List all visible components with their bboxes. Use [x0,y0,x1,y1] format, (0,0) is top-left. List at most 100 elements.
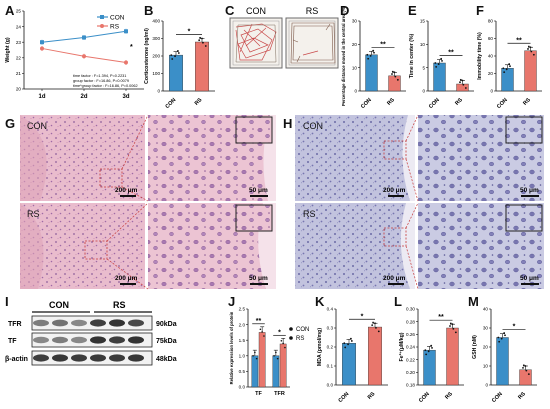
wb-band [90,336,106,344]
data-point [503,71,506,74]
y-axis-label: Weight (g) [5,37,11,63]
y-tick-label: 300 [152,36,160,41]
y-tick-label: 20 [352,42,358,47]
data-point [275,351,277,354]
data-point [449,325,451,327]
data-point [435,65,438,68]
data-point [500,337,503,340]
significance-label: ** [380,41,386,48]
stats-interaction: time*group factor : F=16.86, P=0.0062 [73,84,138,88]
he-row-label-rs: RS [27,209,40,219]
western-blot-panel: CON RS TFR TF β-actin 90kDa 75kDa 48kDa [5,300,177,366]
wb-band [33,319,49,327]
x-tick-label: CON [491,391,504,404]
x-tick-label: 1d [38,94,45,100]
data-point [396,78,399,81]
y-tick-label: 60 [488,36,494,41]
nissl-rs-inset [505,204,543,232]
legend-con-marker [100,15,104,19]
data-point [508,63,511,65]
series-point [40,40,44,45]
wb-band [128,319,144,327]
data-point [273,355,275,357]
wb-band [90,354,106,362]
nissl-scalebar-rs-zoom: 50 μm [520,275,539,282]
y-axis-label: Relative expression levels of protein [229,311,234,384]
wb-band [52,319,68,327]
bar [446,327,459,386]
y-axis-label: Time in center (%) [409,33,415,78]
y-tick-label: 0.5 [239,369,246,374]
data-point [441,60,443,62]
data-point [461,79,464,82]
data-point [372,49,375,52]
y-axis-label: Fe²⁺(μM/kg) [399,332,405,361]
data-point [201,37,203,40]
immobility-chart: 0 20 40 60 80 Immobility time (%) CON RS ** [477,19,542,110]
y-tick-label: 10 [352,65,358,70]
data-point [427,350,430,353]
panel-letter-j: J [228,294,236,309]
x-tick-label: CON [338,391,351,404]
data-point [284,346,286,349]
significance-label: * [130,44,133,51]
y-tick-label: 2.0 [239,322,246,327]
bar [496,337,509,386]
y-tick-label: 20 [488,71,494,76]
data-point [374,322,376,325]
data-point [525,369,528,372]
data-point [509,65,511,68]
data-point [254,351,256,354]
y-tick-label: 23 [16,40,22,45]
data-point [497,336,500,339]
data-point [431,347,433,349]
nissl-stain-panel: CON RS 200 μm 50 μm 200 μm 50 μm [295,114,544,290]
significance-label: ** [448,50,454,57]
he-scalebar-con-zoom: 50 μm [249,187,268,194]
data-point [502,67,505,70]
wb-band [109,354,125,362]
legend-con-label: CON [110,15,125,22]
panel-letter-l: L [394,294,402,309]
nissl-row-label-rs: RS [303,209,316,219]
data-point [451,323,454,326]
wb-size-actin: 48kDa [156,356,177,363]
panel-letter-g: G [5,116,16,131]
data-point [527,373,530,376]
y-tick-label: 2.5 [239,307,246,312]
he-con-roi-box [99,168,123,188]
wb-group-con: CON [49,300,69,310]
data-point [371,324,374,327]
data-point [280,339,283,342]
nissl-rs-roi-box [383,227,407,247]
y-tick-label: 10 [483,364,489,369]
x-tick-label: CON [496,97,509,110]
data-point [198,39,201,42]
data-point [527,45,530,48]
x-tick-label: CON [360,97,373,110]
panel-letter-e: E [408,3,417,18]
data-point [504,334,506,337]
wb-group-rs: RS [113,300,126,310]
y-tick-label: 0.28 [406,319,415,324]
panel-letter-f: F [476,3,484,18]
bar [195,41,209,92]
y-tick-label: 400 [152,19,160,24]
panel-letter-k: K [315,294,325,309]
significance-label: * [361,313,364,320]
y-tick-label: 100 [152,71,160,76]
y-axis-label: MDA (pmol/mg) [317,328,323,366]
y-axis-label: Immobility time (%) [477,32,483,80]
panel-letter-d: D [340,3,350,18]
data-point [350,340,353,342]
time-in-center-chart: 0 5 10 15 Time in center (%) CON RS ** [409,19,474,110]
series-point [124,29,128,34]
y-tick-label: 0.2 [327,345,334,350]
legend-rs-label: RS [110,24,120,31]
he-scalebar-rs-zoom: 50 μm [249,275,268,282]
bar [365,54,378,92]
weight-line-chart: 20 21 22 23 24 25 Weight (g) 1d 2d 3d * [5,9,144,100]
significance-label: * [513,324,516,331]
data-point [424,349,427,352]
